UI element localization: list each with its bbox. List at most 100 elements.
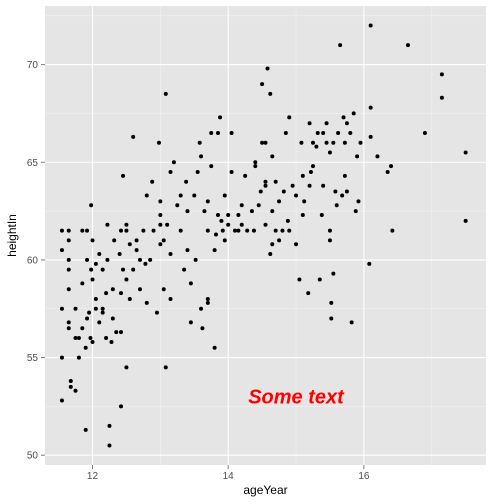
y-tick-label: 55 <box>27 353 39 364</box>
data-point <box>165 222 170 227</box>
data-point <box>390 228 395 233</box>
data-point <box>141 228 146 233</box>
data-point <box>327 238 332 243</box>
data-point <box>192 193 197 198</box>
data-point <box>110 316 115 321</box>
data-point <box>195 170 200 175</box>
data-point <box>90 339 95 344</box>
data-point <box>209 164 214 169</box>
data-point <box>105 222 110 227</box>
data-point <box>422 130 427 135</box>
data-point <box>104 291 109 296</box>
data-point <box>199 154 204 159</box>
data-point <box>263 179 268 184</box>
data-point <box>118 330 123 335</box>
data-point <box>137 257 142 262</box>
data-point <box>59 306 64 311</box>
data-point <box>168 252 173 257</box>
data-point <box>321 183 326 188</box>
data-point <box>212 248 217 253</box>
data-point <box>290 183 295 188</box>
y-axis-title: heightIn <box>5 214 19 257</box>
data-point <box>333 189 338 194</box>
data-point <box>127 296 132 301</box>
x-tick-label: 16 <box>358 471 370 482</box>
data-point <box>80 228 85 233</box>
data-point <box>66 320 71 325</box>
data-point <box>294 193 299 198</box>
data-point <box>171 160 176 165</box>
data-point <box>273 179 278 184</box>
data-point <box>273 228 278 233</box>
data-point <box>331 271 336 276</box>
data-point <box>315 130 320 135</box>
data-point <box>124 222 129 227</box>
data-point <box>368 105 373 110</box>
data-point <box>253 164 258 169</box>
data-point <box>93 296 98 301</box>
x-tick-label: 14 <box>223 471 235 482</box>
data-point <box>59 355 64 360</box>
data-point <box>150 179 155 184</box>
data-point <box>341 115 346 120</box>
data-point <box>66 228 71 233</box>
data-point <box>148 257 153 262</box>
data-point <box>245 228 250 233</box>
data-point <box>68 379 73 384</box>
data-point <box>188 320 193 325</box>
data-point <box>334 203 339 208</box>
data-point <box>89 203 94 208</box>
data-point <box>76 336 81 341</box>
data-point <box>144 193 149 198</box>
data-point <box>463 218 468 223</box>
data-point <box>367 261 372 266</box>
data-point <box>209 130 214 135</box>
data-point <box>239 203 244 208</box>
data-point <box>280 228 285 233</box>
data-point <box>324 140 329 145</box>
data-point <box>270 209 275 214</box>
data-point <box>317 277 322 282</box>
data-point <box>351 111 356 116</box>
data-point <box>89 267 94 272</box>
data-point <box>226 222 231 227</box>
data-point <box>253 160 258 165</box>
data-point <box>182 267 187 272</box>
data-point <box>161 287 166 292</box>
data-point <box>73 306 78 311</box>
data-point <box>310 140 315 145</box>
data-point <box>300 173 305 178</box>
data-point <box>97 252 102 257</box>
data-point <box>143 261 148 266</box>
data-point <box>355 154 360 159</box>
data-point <box>100 310 105 315</box>
x-axis-ticks: 12 14 16 <box>87 465 370 482</box>
data-point <box>324 121 329 126</box>
data-point <box>118 404 123 409</box>
data-point <box>212 345 217 350</box>
data-point <box>185 248 190 253</box>
data-point <box>107 443 112 448</box>
data-point <box>236 228 241 233</box>
data-point <box>222 238 227 243</box>
x-tick-label: 12 <box>87 471 99 482</box>
data-point <box>118 228 123 233</box>
data-point <box>300 212 305 217</box>
data-point <box>168 170 173 175</box>
data-point <box>121 173 126 178</box>
data-point <box>68 384 73 389</box>
data-point <box>205 199 210 204</box>
data-point <box>66 257 71 262</box>
data-point <box>205 228 210 233</box>
data-point <box>219 218 224 223</box>
data-point <box>263 183 268 188</box>
data-point <box>66 326 71 331</box>
data-point <box>83 427 88 432</box>
data-point <box>308 170 313 175</box>
data-point <box>344 121 349 126</box>
data-point <box>265 66 270 71</box>
data-point <box>97 320 102 325</box>
data-point <box>100 267 105 272</box>
data-points <box>59 23 468 448</box>
